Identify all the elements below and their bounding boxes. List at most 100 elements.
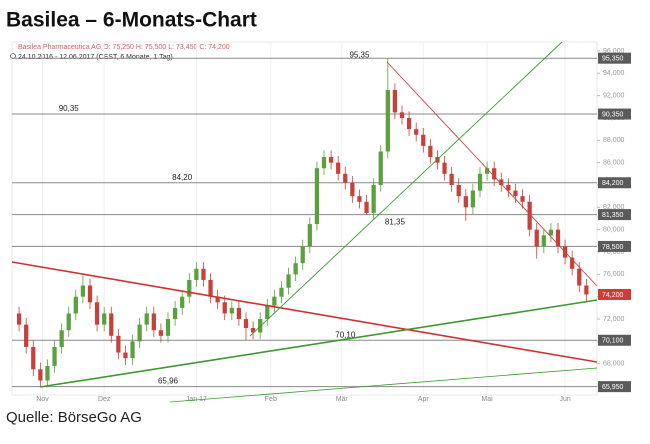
x-tick-label: Jan 17 [186,396,207,403]
candle-body [38,369,43,381]
candle-body [577,268,582,286]
candle-body [548,229,554,236]
level-label: 84,20 [172,173,193,182]
level-box [598,177,631,189]
candle-body [94,302,100,325]
candle-body [116,335,121,353]
level-label: 70,10 [335,330,356,339]
candle-body [300,246,305,264]
level-box [598,334,631,346]
candle-body [130,341,135,359]
candle-body [570,257,575,269]
candle-body [350,182,355,197]
candle-body [477,173,483,191]
candle-body [24,324,29,347]
candle-body [229,307,234,314]
candle-body [378,151,383,185]
level-box [598,240,631,252]
y-tick-label: 88,000 [603,137,625,144]
candle-body [16,313,22,325]
candle-body [265,305,270,320]
level-box [598,52,631,64]
axis-labels: 95,350 90,350 84,200 81,350 78,500 70,100 65,9… [598,52,631,393]
candle-body [243,319,249,328]
level-axis-label: 70,100 [602,338,624,345]
candle-body [499,179,504,185]
candle-body [399,112,405,118]
candle-body [357,196,362,202]
candle-body [406,117,412,130]
y-tick-label: 76,000 [603,271,625,278]
candle-body [236,307,242,320]
x-tick-label: Mai [481,396,493,403]
plot-frame [11,41,598,396]
candle-body [534,229,539,247]
candle-body [151,313,156,331]
y-tick-label: 82,000 [603,204,625,211]
candle-body [187,279,192,297]
candle-body [272,296,277,306]
y-tick-label: 78,000 [603,249,625,256]
candle-body [59,330,64,347]
candle-body [371,184,376,213]
candle-body [194,268,199,280]
level-axis-label: 65,950 [602,384,624,391]
candle-body [492,168,497,180]
candle-body [286,274,291,288]
candle-body [66,313,71,331]
candle-body [442,162,447,174]
source: Quelle: BörseGo AG [6,409,142,426]
candle-body [463,196,468,208]
candle-body [385,90,390,152]
level-label: 95,35 [349,50,370,59]
candle-body [555,229,561,247]
plot-area: 66,00068,00070,00072,00074,00076,00078,0… [11,41,625,403]
y-tick-label: 80,000 [603,227,625,234]
x-tick-label: Dez [98,396,111,403]
candle-body [428,145,433,158]
candle-body [201,268,206,280]
candle-body [584,285,589,295]
candle-body [165,319,171,336]
level-box [598,381,631,393]
candle-body [414,129,419,135]
x-tick-label: Nov [36,396,49,403]
level-axis-label: 95,350 [602,56,624,63]
y-tick-label: 94,000 [603,70,625,77]
candle-body [80,285,86,297]
y-tick-label: 92,000 [603,92,625,99]
x-tick-label: Jun [559,396,570,403]
candle-body [328,157,334,163]
candle-body [102,313,107,325]
candle-body [520,196,525,202]
candle-body [343,173,348,183]
candle-body [123,352,128,359]
candle-body [421,134,426,146]
candle-body [321,157,327,169]
candle-body [45,365,50,381]
candle-body [215,296,220,303]
candle-body [158,330,164,336]
y-tick-label: 68,000 [603,361,625,368]
candle-body [336,162,341,174]
level-axis-label: 84,200 [602,180,624,187]
level-box [598,209,631,221]
candle-body [470,190,476,208]
level-axis-label: 78,500 [602,244,624,251]
candle-body [513,190,518,197]
candle-body [314,168,320,225]
trend-line [169,367,598,403]
level-axis-label: 90,350 [602,111,624,118]
instrument-info: Basilea Pharmaceutica AG O: 75,250 H: 75… [18,44,230,51]
trend-line [249,41,563,337]
candle-body [449,173,454,185]
x-tick-label: Mär [336,396,349,403]
candle-body [31,346,36,370]
period-info: 24.10.2016 - 12.06.2017 (CEST, 6 Monate,… [18,54,173,61]
y-tick-label: 96,000 [603,48,625,55]
candle-body [144,313,149,325]
level-axis-label: 81,350 [602,212,624,219]
candle-body [52,346,57,366]
